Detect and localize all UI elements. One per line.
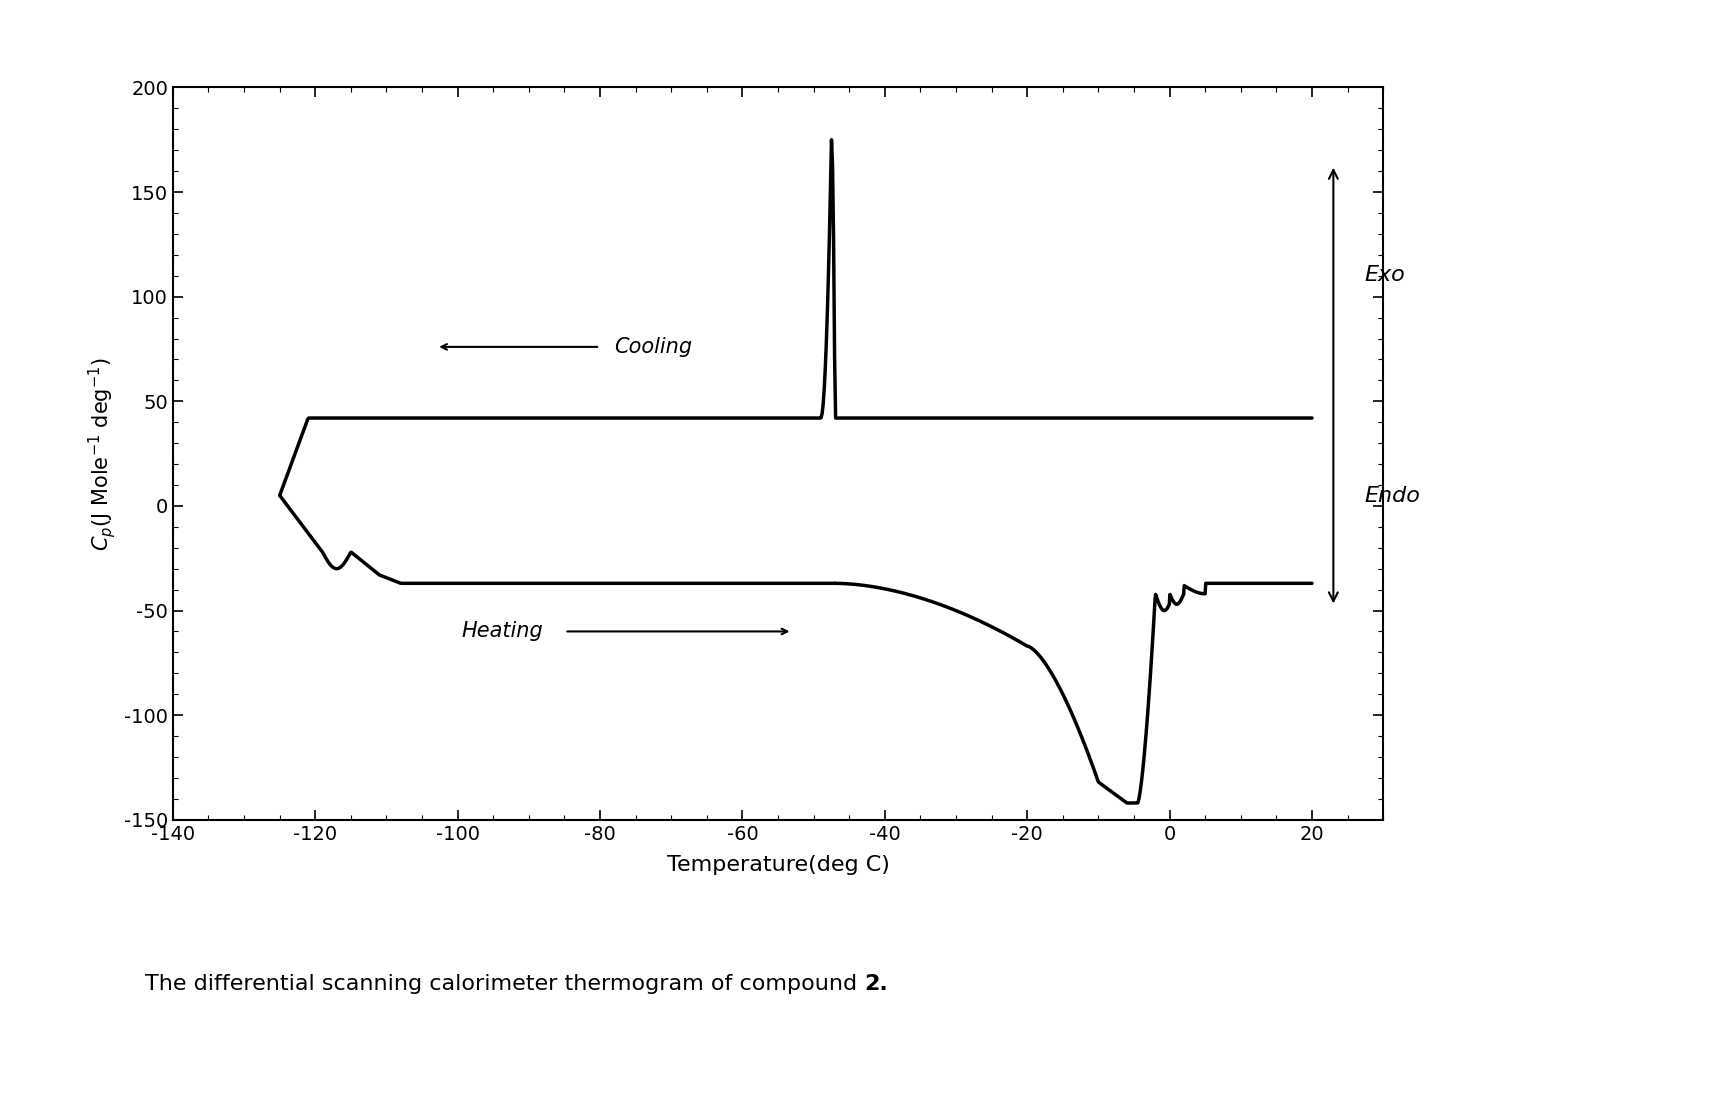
Y-axis label: $\mathit{C_p}$(J Mole$^{-1}$ deg$^{-1}$): $\mathit{C_p}$(J Mole$^{-1}$ deg$^{-1}$) xyxy=(86,356,118,551)
Text: Exo: Exo xyxy=(1364,266,1406,285)
Text: Endo: Endo xyxy=(1364,486,1420,506)
Text: 2.: 2. xyxy=(864,974,889,994)
Text: The differential scanning calorimeter thermogram of compound: The differential scanning calorimeter th… xyxy=(145,974,864,994)
Text: Cooling: Cooling xyxy=(614,337,692,357)
Text: Heating: Heating xyxy=(462,622,543,642)
X-axis label: Temperature(deg C): Temperature(deg C) xyxy=(667,855,889,874)
